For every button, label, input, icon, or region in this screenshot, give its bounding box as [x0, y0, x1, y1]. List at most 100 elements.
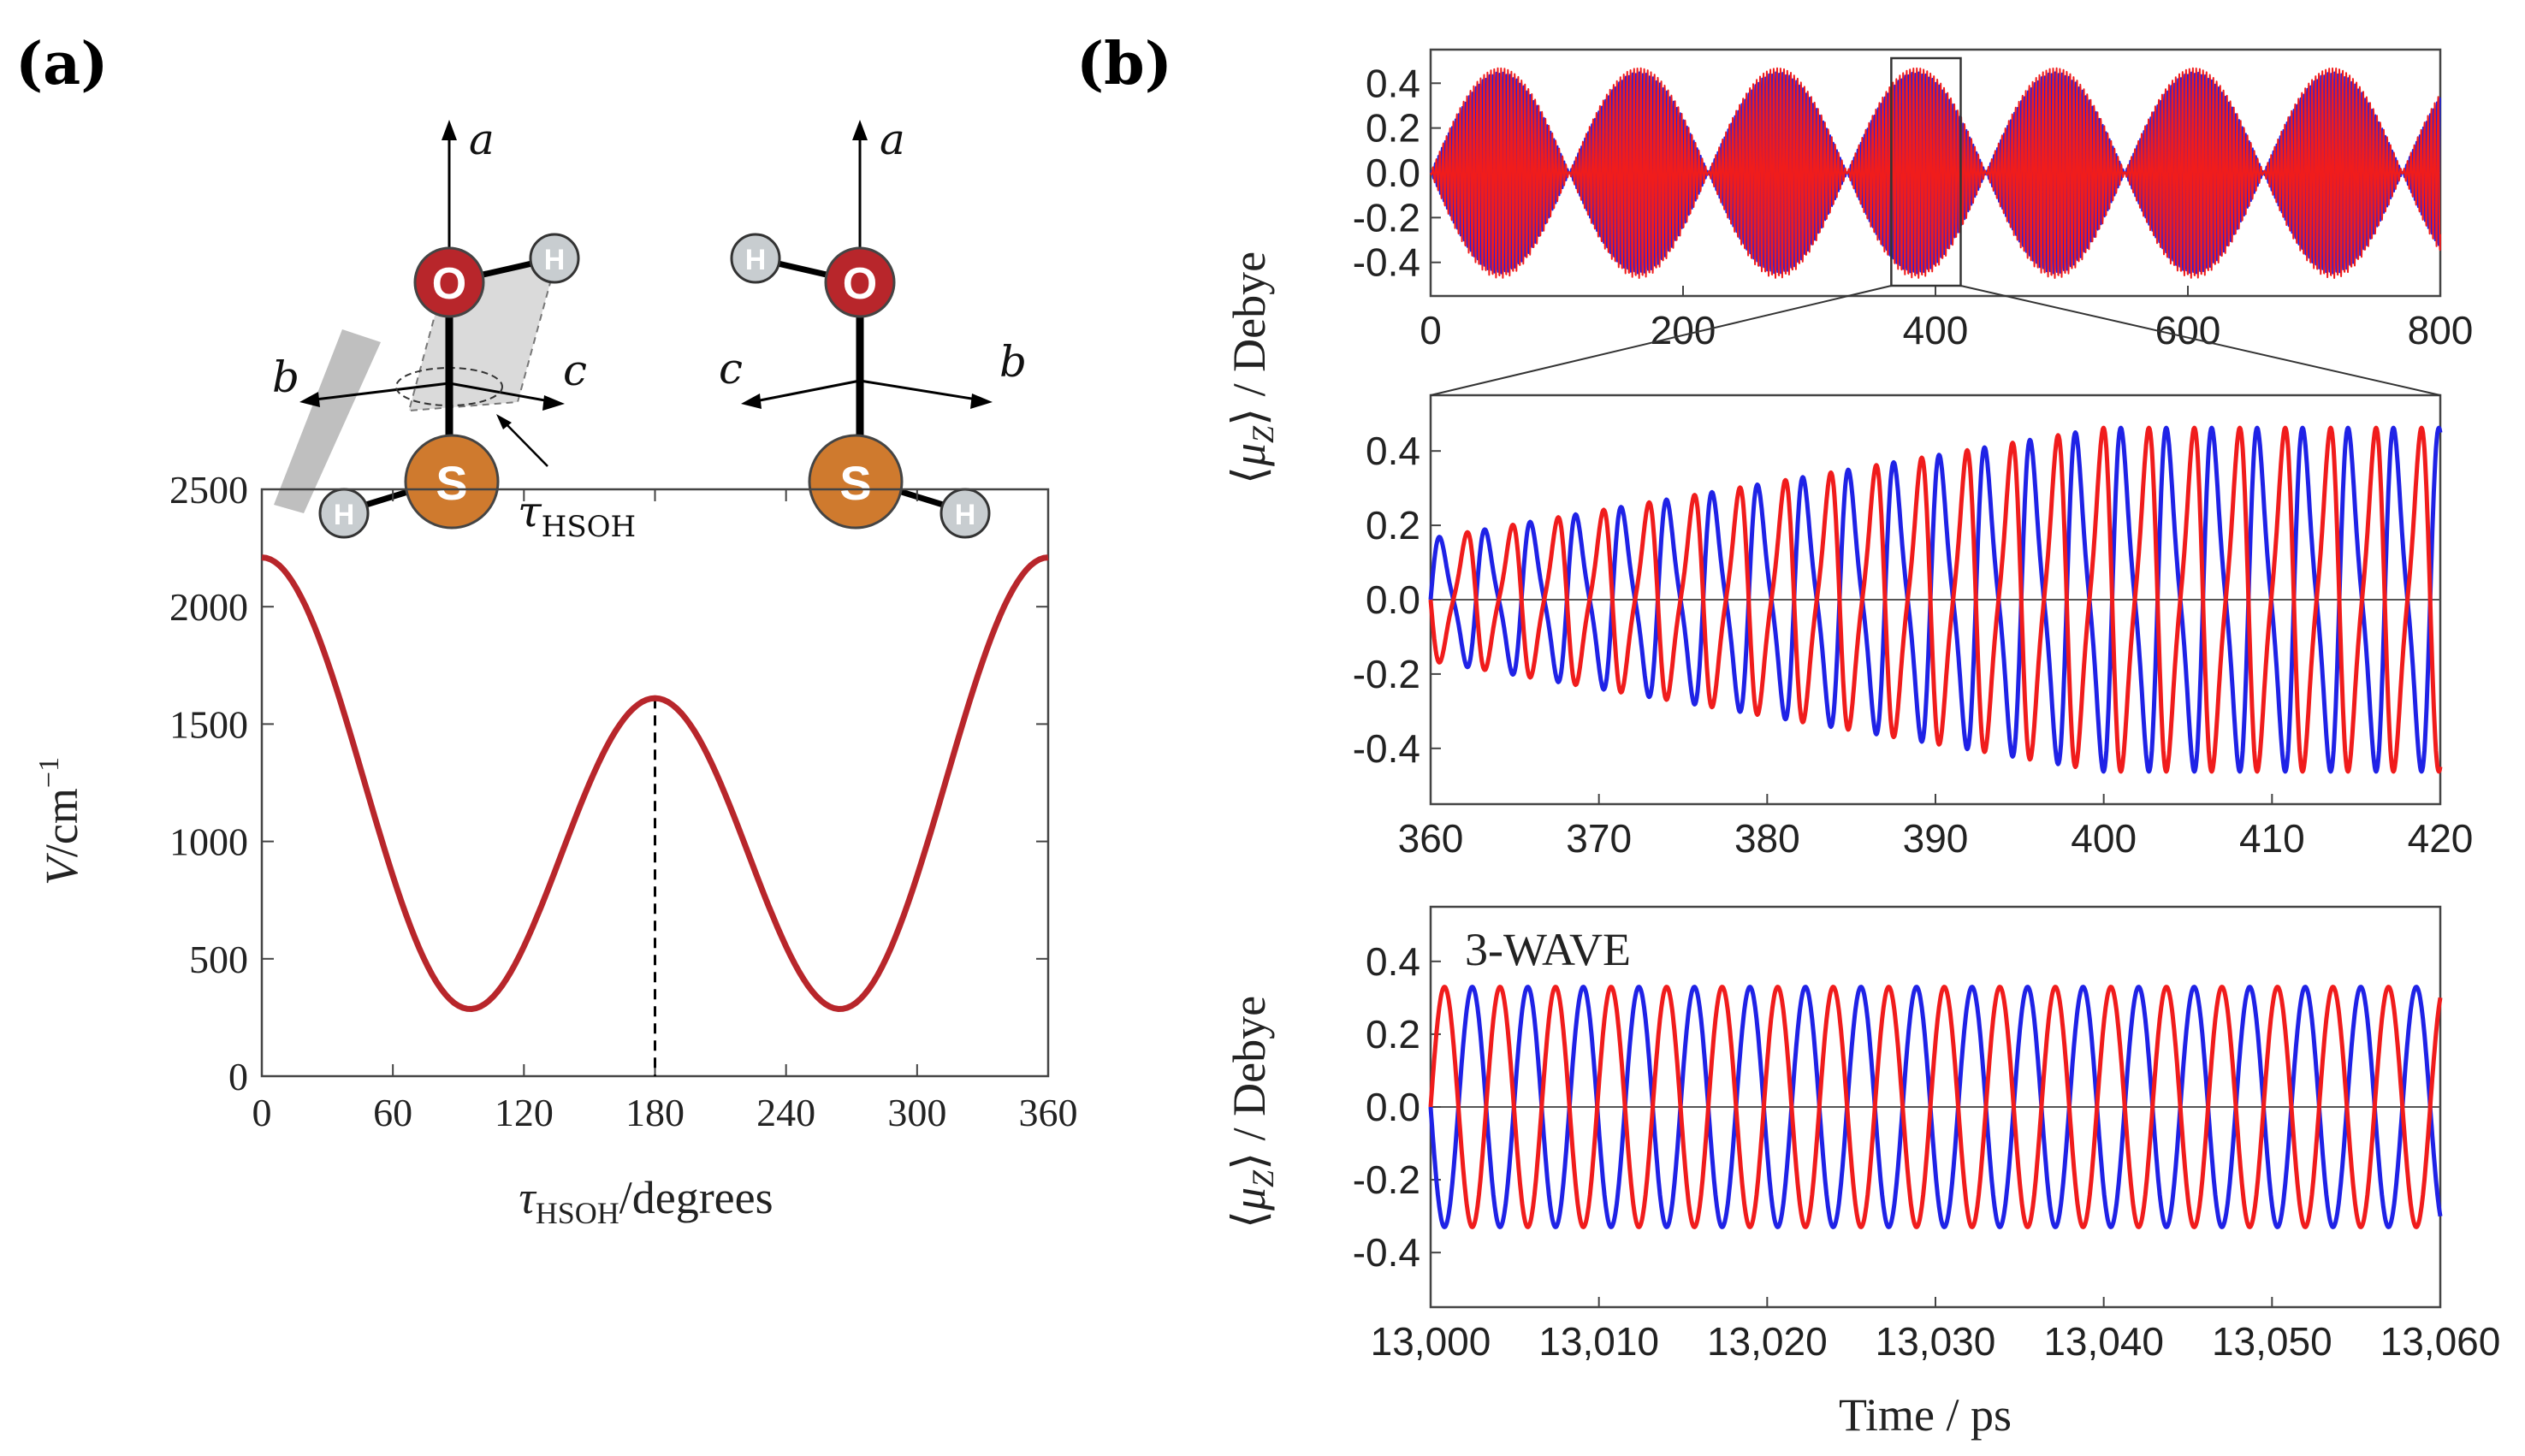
axis-a-arrowhead-right	[852, 120, 868, 140]
zoom-connector-left	[1430, 285, 1892, 396]
potential-x-tick-label: 60	[373, 1091, 412, 1134]
potential-x-tick-label: 300	[887, 1091, 946, 1134]
three_wave-y-tick-label: -0.2	[1353, 1157, 1420, 1202]
torsion-label: τHSOH	[518, 487, 636, 544]
potential-curve	[261, 554, 1049, 1013]
zoom-x-tick-label: 420	[2408, 816, 2474, 861]
potential-y-tick-label: 0	[228, 1055, 248, 1098]
potential-x-label: τHSOH/degrees	[519, 1172, 773, 1230]
dipole-y-label-upper: ⟨μZ⟩ / Debye	[1224, 252, 1280, 484]
zoom-window-box	[1890, 56, 1962, 287]
torsion-arrowhead	[496, 414, 512, 429]
potential-y-tick-label: 1500	[169, 702, 248, 746]
atom-s-right	[808, 434, 904, 530]
axis-c-line-right	[750, 379, 861, 404]
potential-y-tick-label: 2500	[169, 468, 248, 512]
zoom-red-series	[1428, 425, 2443, 774]
overview-y-tick-label: 0.0	[1366, 151, 1420, 195]
atom-o-right	[824, 246, 896, 318]
potential-y-tick-label: 1000	[169, 820, 248, 864]
zoom-x-tick-label: 380	[1734, 816, 1800, 861]
three-wave-annotation: 3-WAVE	[1465, 924, 1631, 975]
potential-x-tick-label: 360	[1019, 1091, 1078, 1134]
zoom-x-tick-label: 400	[2071, 816, 2137, 861]
three_wave-x-tick-label: 13,000	[1371, 1319, 1491, 1364]
overview-y-tick-label: 0.4	[1366, 61, 1420, 105]
zoom-y-tick-label: -0.2	[1353, 652, 1420, 696]
three_wave-y-tick-label: 0.0	[1366, 1085, 1420, 1129]
panel-a-label: (a)	[15, 30, 108, 98]
atom-h-2-label: H	[334, 499, 355, 531]
axis-b-label-right: b	[999, 337, 1027, 387]
molecule-right: a c b O H S H	[719, 115, 1027, 539]
axis-a-arrowhead	[442, 120, 457, 140]
atom-o	[413, 246, 485, 318]
zoom-y-tick-label: -0.4	[1353, 726, 1420, 771]
atom-o-right-label: O	[843, 259, 877, 309]
zoom-x-tick-label: 390	[1903, 816, 1969, 861]
atom-h-4-label: H	[955, 499, 976, 531]
dipole-three-wave-chart: 13,000 13,010 13,020 13,030 13,040 13,050 13,0…	[1353, 905, 2500, 1364]
overview-x-tick-label: 400	[1903, 308, 1969, 352]
panel-b-label: (b)	[1076, 30, 1172, 98]
three_wave-y-tick-label: 0.2	[1366, 1012, 1420, 1056]
atom-h-3-label: H	[745, 244, 767, 276]
atom-o-label: O	[432, 259, 466, 309]
potential-y-tick-label: 500	[189, 938, 248, 981]
axis-b-label: b	[272, 352, 299, 402]
dipole-zoom-chart: 360 370 380 390 400 410 420 0.4 0.2 0.0 -0.2 -0.4	[1353, 394, 2474, 861]
three_wave-blue-series	[1428, 985, 2443, 1229]
axis-a-label: a	[469, 115, 495, 164]
atom-s	[404, 434, 500, 530]
three_wave-x-tick-label: 13,030	[1876, 1319, 1996, 1364]
axis-b-arrowhead-right	[970, 394, 993, 409]
axis-c-label-right: c	[719, 344, 743, 394]
zoom-connector-lines	[1430, 285, 2441, 396]
three_wave-y-tick-label: -0.4	[1353, 1230, 1420, 1275]
zoom-x-tick-label: 370	[1566, 816, 1632, 861]
atom-h-1	[529, 233, 580, 284]
zoom-y-tick-label: 0.0	[1366, 577, 1420, 622]
overview-x-tick-label: 800	[2408, 308, 2474, 352]
zoom-x-tick-label: 360	[1398, 816, 1464, 861]
potential-y-label: V/cm−1	[33, 757, 87, 885]
three_wave-red-series	[1428, 985, 2443, 1229]
three_wave-x-tick-label: 13,020	[1707, 1319, 1828, 1364]
zoom-connector-right	[1960, 285, 2441, 396]
torsion-plane-dark	[274, 329, 381, 513]
atom-s-label: S	[436, 456, 467, 510]
axis-c-line	[448, 382, 555, 404]
axis-b-arrowhead	[299, 392, 320, 407]
overview-y-tick-label: 0.2	[1366, 106, 1420, 151]
potential-energy-chart: 0 60 120 180 240 300 360 0 500 1000 1500 2000 2500	[169, 468, 1078, 1134]
axis-b-line	[307, 382, 450, 402]
zoom-y-tick-label: 0.2	[1366, 503, 1420, 547]
overview-x-tick-label: 600	[2155, 308, 2221, 352]
overview-red-series	[1430, 67, 2441, 279]
overview-x-tick-label: 0	[1420, 308, 1442, 352]
potential-x-tick-label: 240	[756, 1091, 815, 1134]
overview-y-tick-label: -0.2	[1353, 195, 1420, 240]
axis-c-label: c	[563, 346, 587, 395]
time-x-label: Time / ps	[1839, 1389, 2012, 1441]
torsion-arrow	[502, 420, 548, 467]
dipole-y-label-lower: ⟨μZ⟩ / Debye	[1224, 996, 1280, 1228]
overview-y-tick-label: -0.4	[1353, 240, 1420, 285]
axis-a-label-right: a	[880, 115, 905, 164]
potential-frame	[260, 488, 1050, 1078]
potential-x-tick-label: 120	[495, 1091, 554, 1134]
axis-b-line-right	[859, 379, 983, 402]
potential-x-tick-label: 0	[252, 1091, 272, 1134]
atom-s-right-label: S	[839, 456, 871, 510]
axis-c-arrowhead	[542, 395, 565, 411]
zoom-y-tick-label: 0.4	[1366, 429, 1420, 473]
potential-y-tick-label: 2000	[169, 585, 248, 629]
three_wave-x-tick-label: 13,050	[2212, 1319, 2332, 1364]
atom-h-3	[730, 233, 781, 284]
molecule-left: a b c O H S H τHSOH	[272, 115, 636, 544]
three_wave-y-tick-label: 0.4	[1366, 939, 1420, 984]
zoom-x-tick-label: 410	[2239, 816, 2305, 861]
potential-x-tick-label: 180	[625, 1091, 685, 1134]
